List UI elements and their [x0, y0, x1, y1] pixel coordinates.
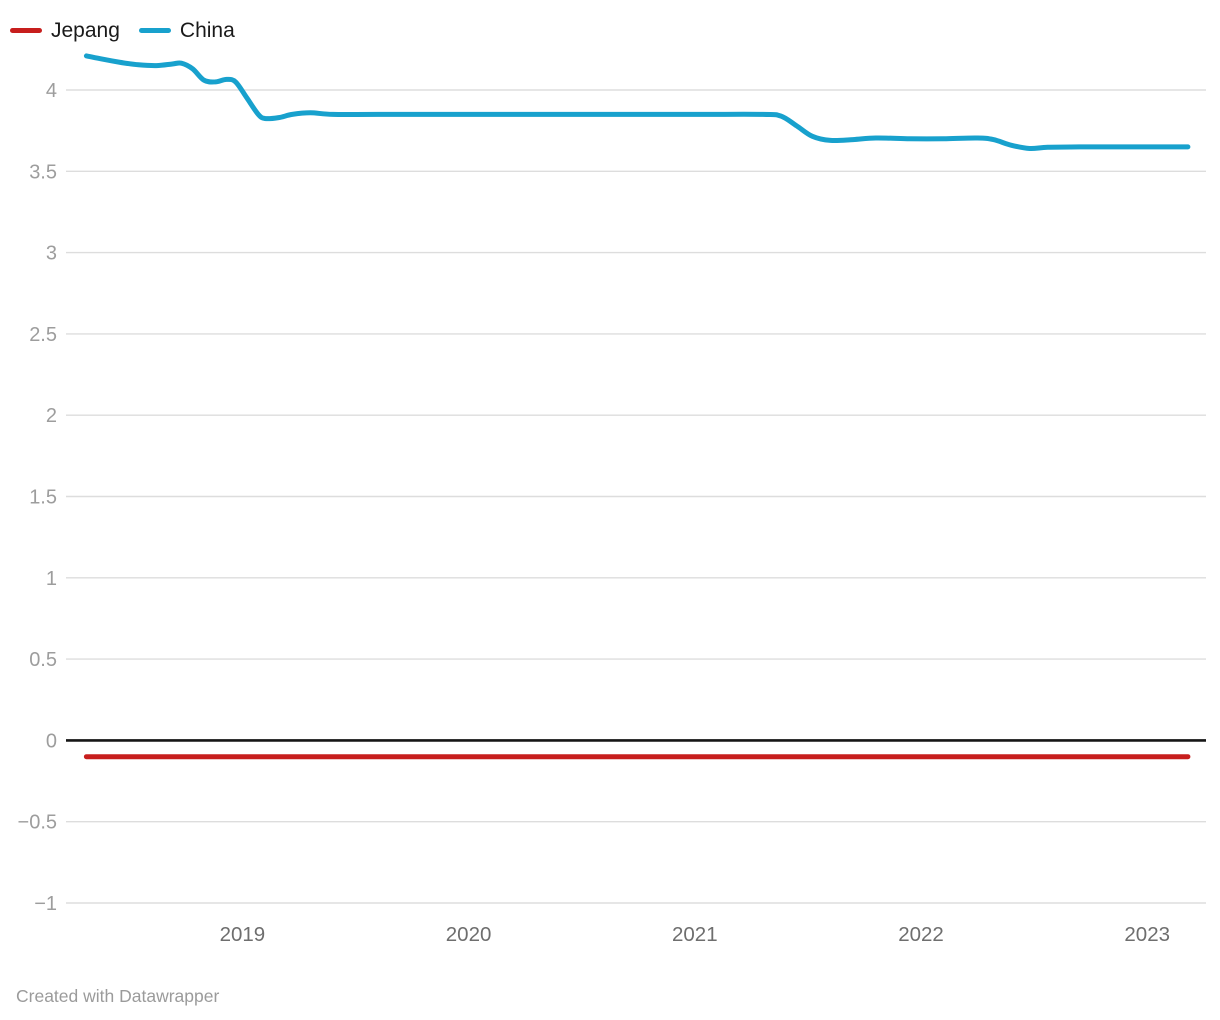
- legend-label-china: China: [179, 19, 235, 42]
- y-tick-label: 0: [46, 730, 57, 752]
- legend-item-jepang: Jepang: [10, 20, 120, 41]
- y-tick-label: 3.5: [29, 161, 57, 183]
- y-tick-label: 3: [46, 243, 57, 265]
- x-tick-label: 2021: [672, 923, 718, 946]
- y-tick-label: −0.5: [18, 812, 57, 834]
- x-tick-label: 2020: [446, 923, 492, 946]
- y-tick-label: −1: [34, 893, 57, 915]
- y-tick-label: 2: [46, 405, 57, 427]
- line-china: [83, 53, 1191, 152]
- x-tick-label: 2019: [220, 923, 266, 946]
- x-tick-label: 2023: [1124, 923, 1170, 946]
- y-tick-label: 1: [46, 568, 57, 590]
- y-tick-label: 4: [46, 80, 57, 102]
- datawrapper-credit: Created with Datawrapper: [16, 986, 220, 1006]
- legend-swatch-china: [138, 28, 171, 33]
- legend: Jepang China: [10, 20, 235, 41]
- y-tick-label: 2.5: [29, 324, 57, 346]
- x-tick-label: 2022: [898, 923, 944, 946]
- y-tick-label: 0.5: [29, 649, 57, 671]
- legend-item-china: China: [138, 19, 235, 42]
- y-tick-label: 1.5: [29, 487, 57, 509]
- line-chart: −1 −0.5 0 0.5 1 1.5 2 2.5 3 3.5 4 2019 2020 2021 2022 2…: [18, 53, 1206, 946]
- legend-swatch-jepang: [10, 28, 42, 33]
- legend-label-jepang: Jepang: [51, 19, 120, 42]
